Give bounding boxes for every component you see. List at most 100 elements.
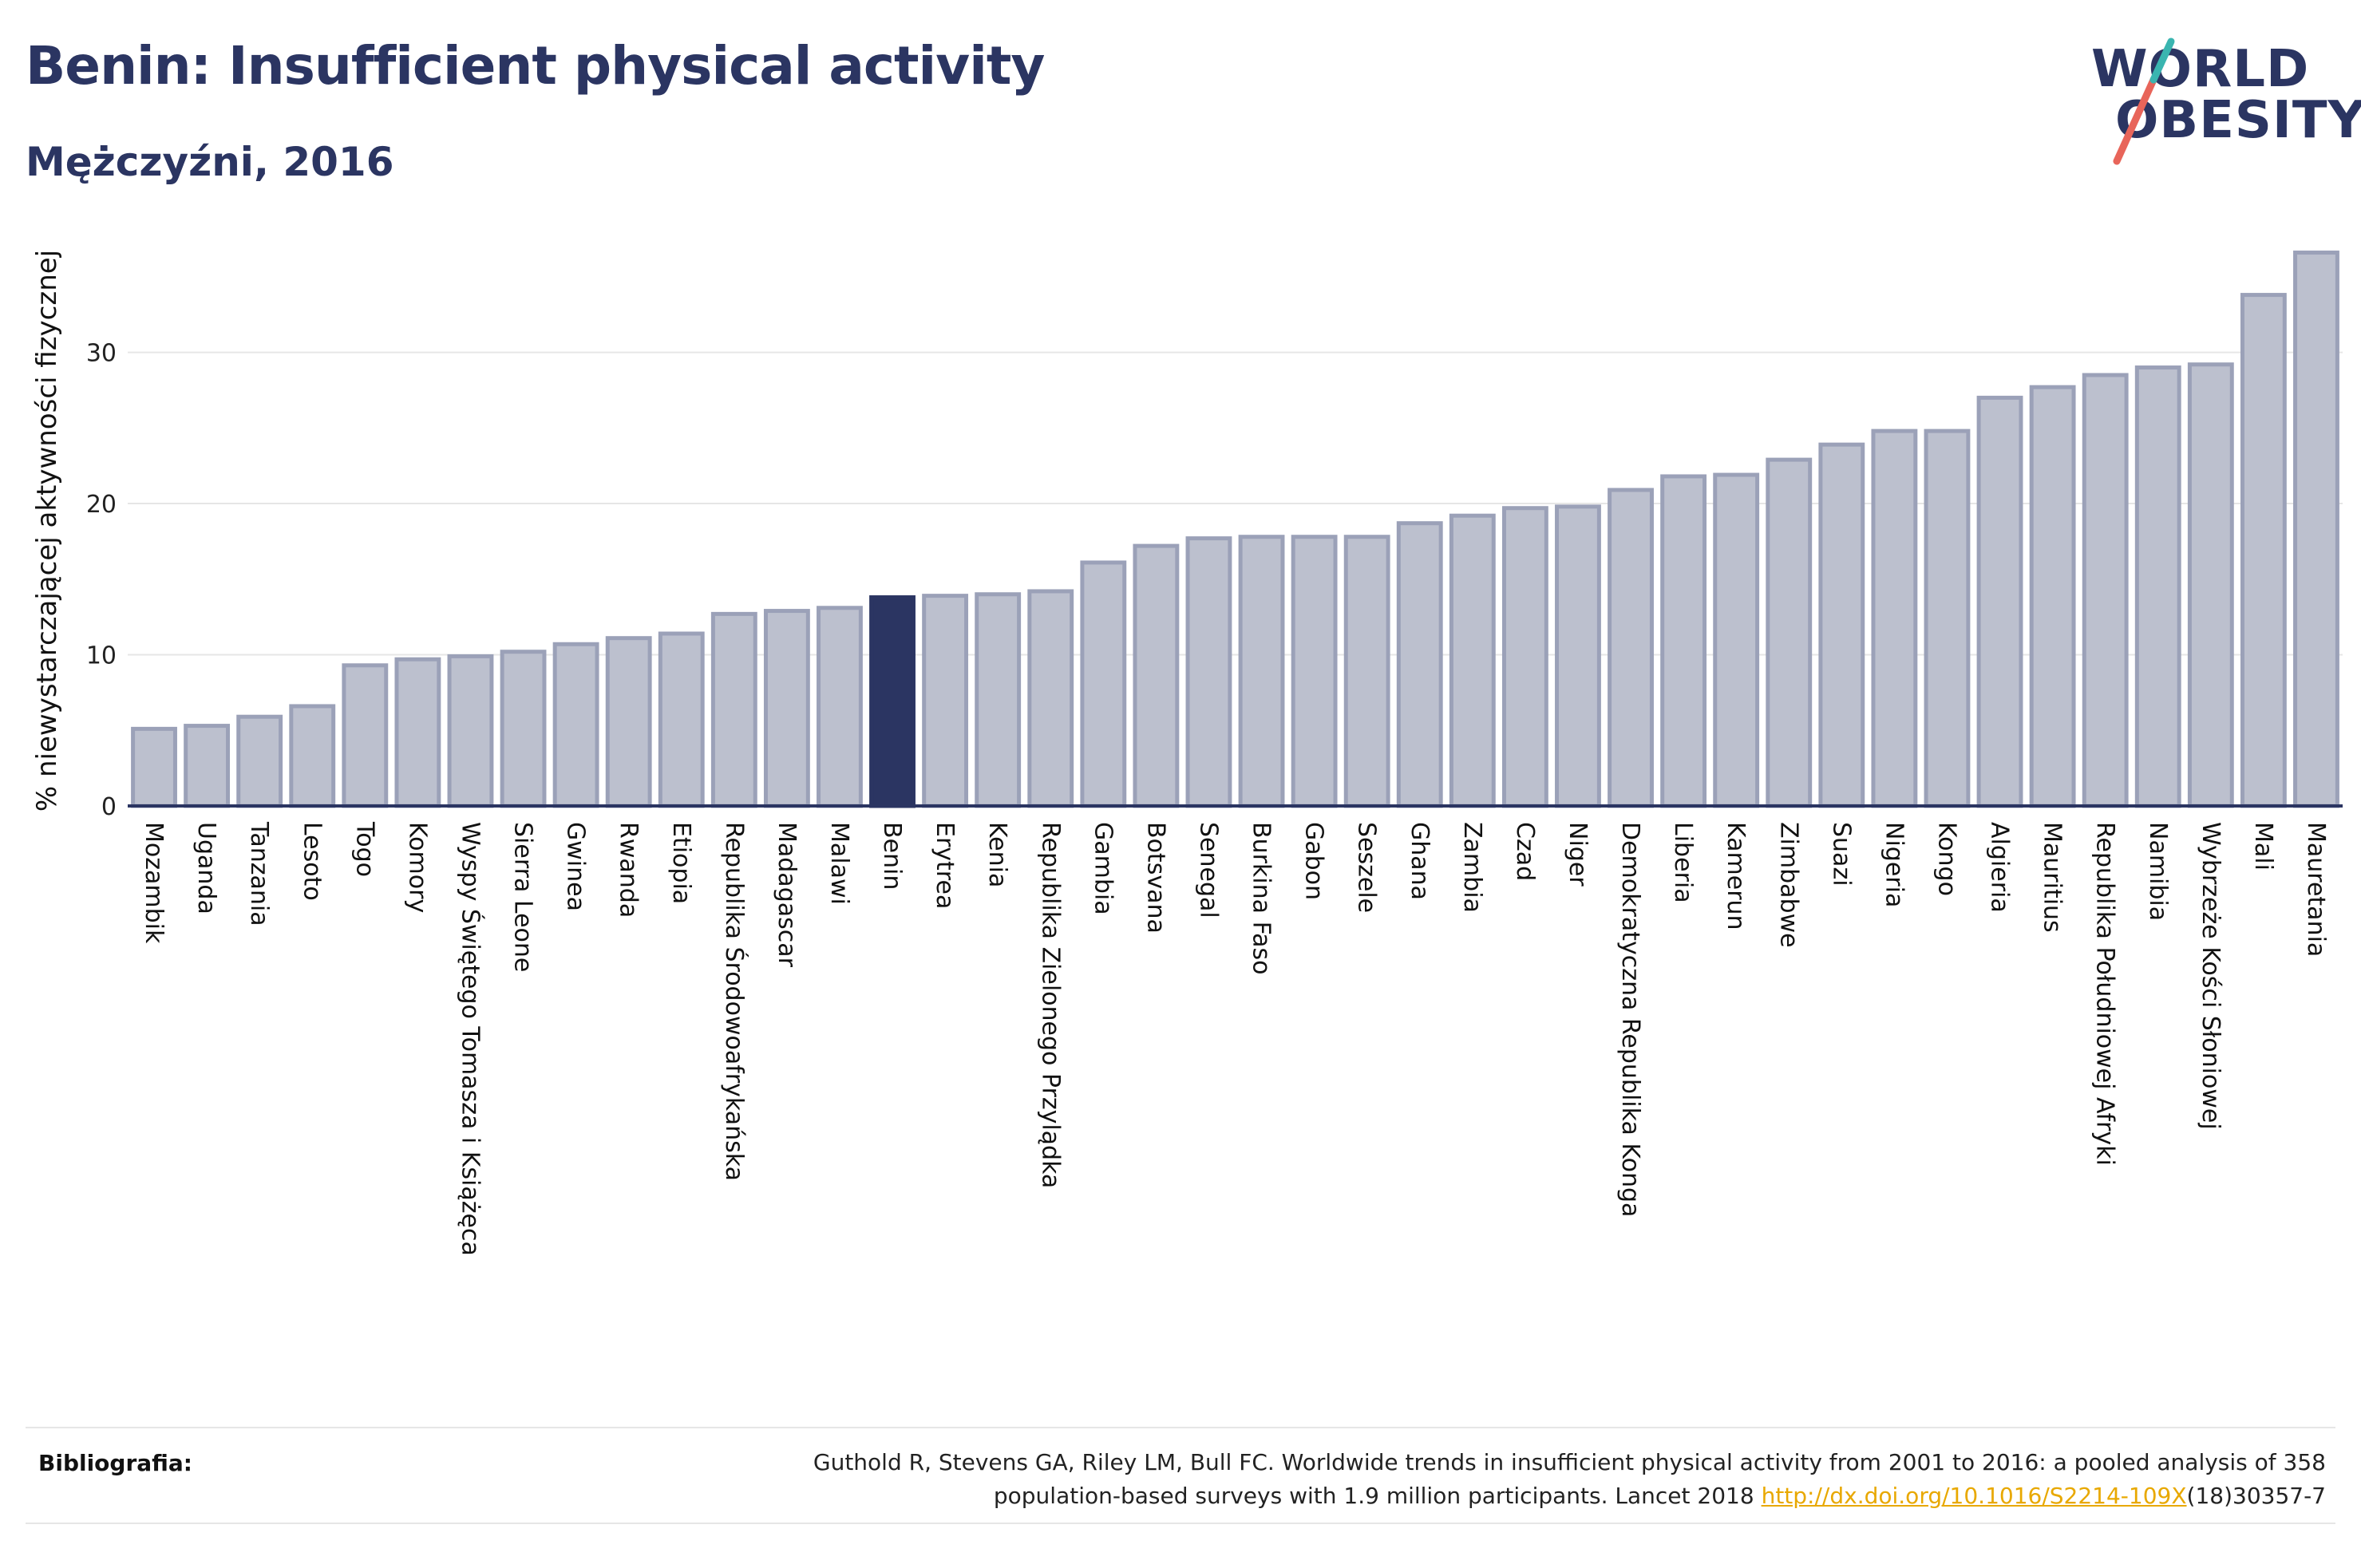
x-tick-label: Mali	[2249, 822, 2277, 871]
bar-36	[2029, 385, 2076, 808]
bar-18	[1080, 560, 1127, 808]
logo-line-1: WORLD	[2091, 40, 2310, 99]
bar-14	[869, 595, 916, 808]
x-tick-label: Madagascar	[773, 822, 801, 968]
bar-40	[2240, 293, 2287, 808]
footer-divider-top	[26, 1427, 2335, 1428]
x-tick-label: Kenia	[983, 822, 1011, 887]
bar-8	[552, 642, 599, 808]
bar-0	[131, 726, 177, 808]
y-tick-labels: 0 10 20 30	[86, 340, 117, 821]
bar-chart: 0 10 20 30 Mozambik Uganda Tanzania Lesoto Togo…	[31, 250, 2343, 1256]
bar-33	[1871, 429, 1918, 808]
x-tick-label: Gabon	[1300, 822, 1328, 900]
bar-27	[1555, 504, 1601, 808]
bar-37	[2082, 373, 2129, 808]
bibliography-text: Guthold R, Stevens GA, Riley LM, Bull FC…	[490, 1446, 2326, 1513]
x-tick-label: Mauretania	[2302, 822, 2330, 957]
y-tick-label: 30	[86, 340, 117, 368]
bar-21	[1238, 535, 1285, 808]
x-tick-label: Gambia	[1089, 822, 1117, 915]
bar-41	[2293, 251, 2339, 808]
x-tick-label: Mozambik	[140, 822, 168, 944]
x-tick-label: Republika Środowoafrykańska	[720, 822, 749, 1181]
bibliography-line-2-prefix: population-based surveys with 1.9 millio…	[993, 1483, 1762, 1509]
bar-38	[2134, 365, 2181, 808]
bar-9	[605, 636, 652, 808]
bar-25	[1449, 513, 1496, 808]
bar-2	[236, 714, 283, 808]
bars	[131, 251, 2339, 808]
bar-20	[1185, 536, 1232, 808]
x-tick-label: Kamerun	[1722, 822, 1750, 930]
bar-32	[1818, 442, 1865, 808]
bar-22	[1291, 535, 1338, 808]
bar-28	[1608, 488, 1654, 808]
x-tick-label: Liberia	[1669, 822, 1697, 903]
bibliography-line-1: Guthold R, Stevens GA, Riley LM, Bull FC…	[813, 1449, 2326, 1475]
bar-6	[447, 654, 494, 808]
logo-slash-icon	[2113, 38, 2175, 165]
footer-divider-bottom	[26, 1523, 2335, 1524]
x-tick-label: Togo	[350, 821, 378, 877]
bar-12	[763, 609, 810, 808]
y-axis-label: % niewystarczającej aktywności fizycznej	[31, 250, 63, 812]
bar-7	[500, 650, 547, 808]
grid-lines	[128, 351, 2343, 656]
x-tick-label: Etiopia	[667, 822, 695, 904]
x-tick-label: Czad	[1511, 822, 1539, 881]
x-tick-label: Demokratyczna Republika Konga	[1616, 822, 1644, 1217]
bar-26	[1501, 506, 1548, 808]
x-tick-label: Sierra Leone	[509, 822, 537, 972]
bar-13	[817, 606, 863, 808]
bar-10	[658, 631, 705, 808]
x-tick-labels: Mozambik Uganda Tanzania Lesoto Togo Komory Wy…	[140, 821, 2330, 1256]
x-tick-label: Zambia	[1458, 822, 1486, 913]
bar-11	[710, 611, 757, 808]
x-tick-label: Ghana	[1406, 822, 1434, 900]
x-tick-label: Gwinea	[562, 822, 590, 911]
bar-39	[2187, 362, 2234, 808]
x-tick-label: Senegal	[1194, 822, 1222, 918]
bar-23	[1343, 535, 1390, 808]
bar-15	[922, 594, 969, 808]
bar-35	[1976, 395, 2023, 808]
bar-34	[1924, 429, 1971, 808]
x-tick-label: Seszele	[1353, 822, 1381, 913]
bibliography-line-2: population-based surveys with 1.9 millio…	[490, 1479, 2326, 1513]
bar-3	[289, 704, 336, 808]
bar-5	[394, 657, 441, 808]
y-tick-label: 10	[86, 642, 117, 670]
x-tick-label: Namibia	[2144, 822, 2172, 921]
x-tick-label: Benin	[878, 822, 906, 890]
bar-24	[1396, 521, 1443, 808]
y-tick-label: 20	[86, 491, 117, 519]
x-tick-label: Burkina Faso	[1248, 822, 1275, 974]
y-tick-label: 0	[101, 793, 117, 821]
x-tick-label: Republika Zielonego Przylądka	[1036, 822, 1064, 1188]
x-tick-label: Zimbabwe	[1774, 822, 1802, 948]
x-tick-label: Uganda	[192, 822, 220, 914]
chart-subtitle: Mężczyźni, 2016	[26, 139, 394, 185]
bar-31	[1766, 457, 1813, 808]
bibliography-label: Bibliografia:	[38, 1450, 193, 1476]
x-tick-label: Erytrea	[931, 822, 959, 909]
bar-19	[1133, 543, 1180, 808]
doi-link[interactable]: http://dx.doi.org/10.1016/S2214-109X	[1761, 1483, 2187, 1509]
x-tick-label: Republika Południowej Afryki	[2091, 822, 2119, 1166]
bibliography-line-2-suffix: (18)30357-7	[2186, 1483, 2326, 1509]
x-tick-label: Rwanda	[615, 822, 643, 918]
x-tick-label: Niger	[1564, 822, 1592, 887]
x-tick-label: Tanzania	[245, 821, 273, 926]
x-tick-label: Algieria	[1986, 822, 2014, 913]
x-tick-label: Komory	[403, 822, 431, 913]
x-tick-label: Suazi	[1827, 822, 1855, 887]
x-tick-label: Lesoto	[298, 822, 326, 901]
bar-29	[1660, 474, 1707, 808]
x-tick-label: Wyspy Świętego Tomasza i Książęca	[456, 822, 485, 1256]
bar-17	[1027, 589, 1074, 808]
x-tick-label: Malawi	[825, 822, 853, 905]
bar-30	[1713, 472, 1760, 808]
x-tick-label: Wybrzeże Kości Słoniowej	[2197, 822, 2225, 1130]
bar-1	[184, 724, 231, 808]
